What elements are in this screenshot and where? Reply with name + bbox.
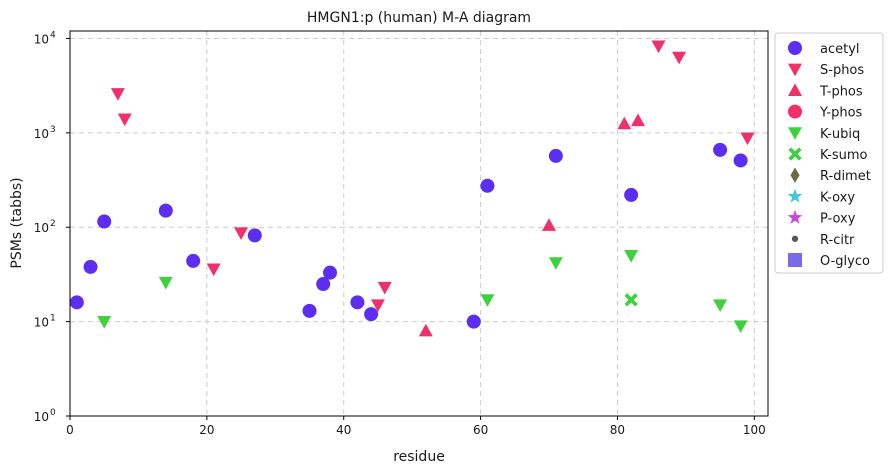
legend-label-k-oxy: K-oxy xyxy=(820,190,855,205)
chart-title: HMGN1:p (human) M-A diagram xyxy=(307,10,531,26)
point-acetyl xyxy=(316,277,331,292)
legend-label-y-phos: Y-phos xyxy=(819,106,863,121)
point-k-ubiq xyxy=(733,320,748,333)
x-tick-label: 40 xyxy=(336,423,351,437)
point-acetyl xyxy=(186,253,201,268)
point-acetyl xyxy=(247,228,262,243)
point-acetyl xyxy=(480,178,495,193)
point-t-phos xyxy=(542,218,557,231)
x-axis-label: residue xyxy=(393,449,445,465)
legend-label-o-glyco: O-glyco xyxy=(820,254,870,269)
legend-marker-r-citr xyxy=(791,235,799,242)
point-k-ubiq xyxy=(548,257,563,270)
legend-box xyxy=(774,32,884,274)
point-acetyl xyxy=(548,148,563,163)
point-acetyl xyxy=(323,265,338,280)
y-tick-label: 10 xyxy=(34,410,49,424)
y-tick-label: 10 xyxy=(34,221,49,235)
legend-marker-r-dimet xyxy=(790,167,800,183)
point-s-phos xyxy=(672,51,687,65)
legend-marker-s-phos xyxy=(788,63,802,77)
legend-label-k-sumo: K-sumo xyxy=(820,148,868,163)
legend-marker-y-phos xyxy=(788,104,802,119)
point-k-ubiq xyxy=(97,316,112,329)
y-tick-label: 10 xyxy=(34,316,49,330)
legend-label-t-phos: T-phos xyxy=(819,84,863,99)
point-acetyl xyxy=(364,307,379,322)
y-tick-exponent: 4 xyxy=(50,30,56,40)
point-acetyl xyxy=(466,314,481,329)
point-s-phos xyxy=(234,227,249,240)
x-tick-label: 60 xyxy=(473,423,488,437)
legend-marker-k-ubiq xyxy=(788,127,802,140)
point-t-phos xyxy=(418,323,433,337)
point-acetyl xyxy=(158,203,173,218)
legend-label-r-dimet: R-dimet xyxy=(820,169,871,184)
point-acetyl xyxy=(733,153,748,168)
legend-label-acetyl: acetyl xyxy=(820,42,860,57)
y-tick-exponent: 0 xyxy=(50,408,56,418)
point-t-phos xyxy=(630,113,645,127)
point-acetyl xyxy=(83,259,98,274)
x-tick-label: 0 xyxy=(66,423,74,437)
point-s-phos xyxy=(651,40,666,54)
point-s-phos xyxy=(117,113,132,127)
legend-label-p-oxy: P-oxy xyxy=(820,212,856,227)
y-tick-label: 10 xyxy=(34,127,49,141)
x-axis: 0 20 40 60 80 100 xyxy=(66,416,766,437)
data-points xyxy=(69,40,755,337)
legend-marker-o-glyco xyxy=(788,253,802,267)
point-s-phos xyxy=(377,281,392,295)
y-tick-exponent: 2 xyxy=(50,219,56,229)
point-s-phos xyxy=(370,299,385,312)
legend-label-k-ubiq: K-ubiq xyxy=(820,127,860,142)
grid xyxy=(70,31,768,416)
point-acetyl xyxy=(97,214,112,229)
plot-frame xyxy=(69,30,769,417)
point-k-ubiq xyxy=(624,250,639,263)
legend-label-s-phos: S-phos xyxy=(820,63,864,78)
point-k-ubiq xyxy=(713,299,728,312)
point-acetyl xyxy=(624,187,639,202)
point-k-ubiq xyxy=(158,276,173,290)
point-s-phos xyxy=(110,88,125,101)
point-acetyl xyxy=(350,295,365,310)
point-s-phos xyxy=(740,132,755,146)
x-tick-label: 80 xyxy=(610,423,625,437)
point-k-sumo xyxy=(624,293,638,307)
point-acetyl xyxy=(69,295,84,310)
point-acetyl xyxy=(713,142,728,157)
point-k-ubiq xyxy=(480,294,495,307)
legend-marker-p-oxy xyxy=(787,209,803,224)
legend-marker-k-oxy xyxy=(787,188,803,203)
y-tick-exponent: 1 xyxy=(50,314,56,324)
x-tick-label: 20 xyxy=(199,423,214,437)
x-tick-label: 100 xyxy=(743,423,766,437)
legend-marker-k-sumo xyxy=(788,147,802,161)
y-tick-exponent: 3 xyxy=(50,125,56,135)
y-tick-label: 10 xyxy=(34,32,49,46)
legend-marker-t-phos xyxy=(788,83,802,96)
point-s-phos xyxy=(206,263,221,277)
y-axis-label: PSMs (tabbs) xyxy=(9,177,25,268)
legend-marker-acetyl xyxy=(788,41,802,55)
point-t-phos xyxy=(617,116,632,130)
legend: acetyl S-phos T-phos Y-phos K-ubiq K-sumo R-di… xyxy=(774,32,884,274)
legend-label-r-citr: R-citr xyxy=(820,233,855,248)
point-acetyl xyxy=(302,303,317,318)
